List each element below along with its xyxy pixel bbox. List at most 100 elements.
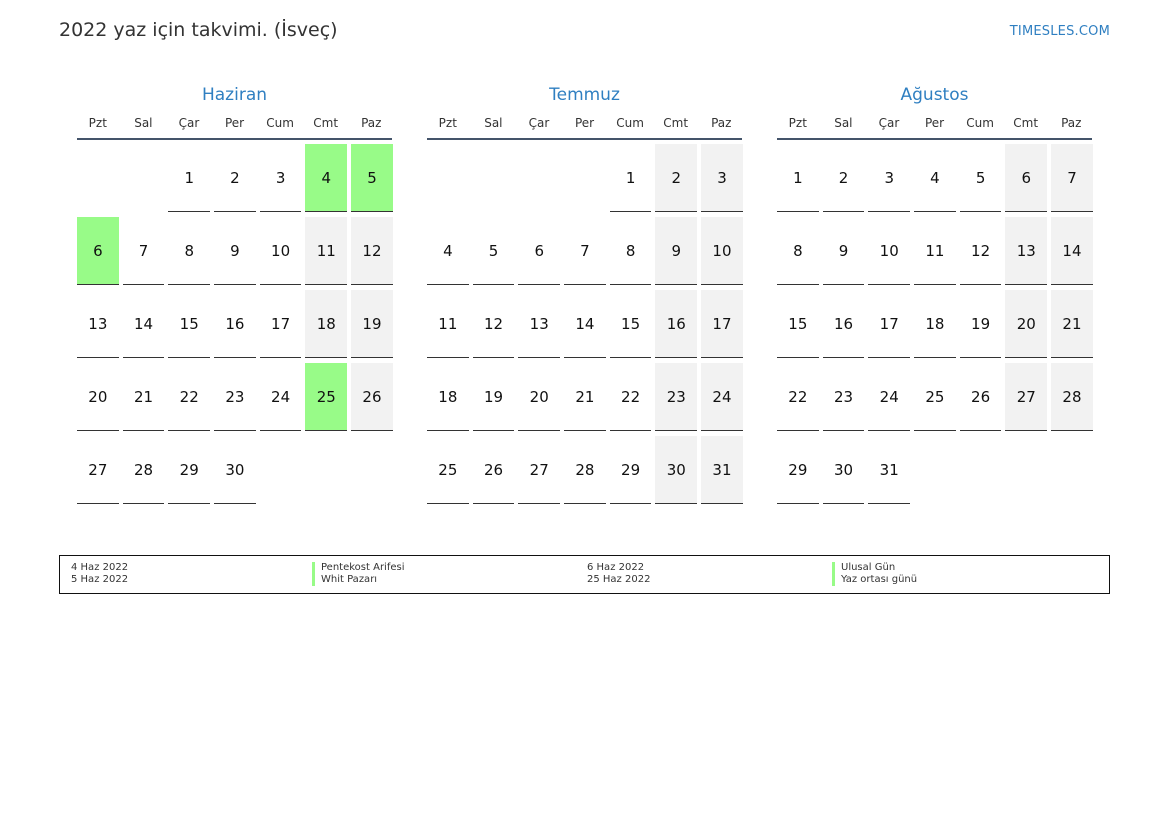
day-cell: 22	[168, 363, 211, 431]
day-cell: 7	[1051, 144, 1093, 212]
weekday-label: Çar	[878, 116, 900, 130]
day-cell: 16	[822, 290, 865, 358]
day-cell: 30	[214, 436, 256, 504]
month-title: Ağustos	[900, 85, 969, 105]
empty-cell	[518, 144, 560, 212]
weekday-label: Sal	[834, 116, 853, 130]
day-cell: 29	[777, 436, 819, 504]
day-cell: 1	[609, 144, 652, 212]
weekday-label: Paz	[1061, 116, 1082, 130]
holiday-day-cell: 5	[351, 144, 393, 212]
month-title: Haziran	[201, 85, 268, 105]
day-cell: 4	[427, 217, 469, 285]
day-cell: 18	[305, 290, 348, 358]
day-cell: 31	[868, 436, 911, 504]
day-cell: 17	[868, 290, 911, 358]
weekday-label: Per	[574, 116, 595, 130]
day-cell: 5	[472, 217, 515, 285]
legend-date: 4 Haz 2022	[71, 562, 129, 573]
day-cell: 28	[564, 436, 606, 504]
day-grid: 1 2 3 4 5 6 7 8 9 10 11 12 13 14 15 16 17 18 19 20 21 22 23 24 2…	[427, 144, 743, 504]
day-cell: 3	[259, 144, 302, 212]
weekday-label: Cum	[966, 116, 994, 130]
holiday-day-cell: 4	[305, 144, 348, 212]
day-cell: 6	[1005, 144, 1048, 212]
day-cell: 7	[564, 217, 606, 285]
day-cell: 21	[122, 363, 165, 431]
weekday-label: Cmt	[1013, 116, 1039, 130]
day-cell: 27	[518, 436, 561, 504]
day-cell: 8	[609, 217, 652, 285]
weekday-label: Cmt	[663, 116, 689, 130]
day-cell: 20	[77, 363, 119, 431]
day-cell: 11	[914, 217, 956, 285]
day-cell: 9	[655, 217, 698, 285]
day-cell: 10	[701, 217, 743, 285]
day-cell: 26	[472, 436, 515, 504]
weekday-label: Sal	[484, 116, 503, 130]
day-cell: 22	[777, 363, 819, 431]
day-cell: 29	[168, 436, 211, 504]
day-grid: 1 2 3 4 5 6 7 8 9 10 11 12 13 14 15 16 17 18 19 20 21 22 23 24 2…	[77, 144, 393, 504]
day-cell: 25	[427, 436, 469, 504]
weekday-label: Cmt	[313, 116, 339, 130]
day-cell: 26	[959, 363, 1002, 431]
day-cell: 18	[914, 290, 956, 358]
day-cell: 15	[777, 290, 819, 358]
legend-holiday-name: Whit Pazarı	[312, 574, 405, 586]
day-cell: 30	[655, 436, 698, 504]
weekday-header: Pzt Sal Çar Per Cum Cmt Paz	[427, 116, 742, 140]
day-cell: 30	[822, 436, 865, 504]
weekday-label: Paz	[711, 116, 732, 130]
legend-date: 5 Haz 2022	[71, 574, 129, 585]
month-july: Temmuz Pzt Sal Çar Per Cum Cmt Paz 1 2 3 4 5 6 7 8 9 10…	[427, 83, 743, 504]
weekday-label: Cum	[266, 116, 294, 130]
day-cell: 23	[655, 363, 698, 431]
weekday-header: Pzt Sal Çar Per Cum Cmt Paz	[77, 116, 392, 140]
weekday-label: Paz	[361, 116, 382, 130]
empty-cell	[564, 144, 606, 212]
empty-cell	[123, 144, 165, 212]
weekday-label: Çar	[178, 116, 200, 130]
day-cell: 20	[518, 363, 561, 431]
legend-date: 6 Haz 2022	[587, 562, 645, 573]
day-cell: 21	[564, 363, 606, 431]
day-cell: 6	[518, 217, 561, 285]
day-cell: 14	[122, 290, 165, 358]
day-cell: 19	[351, 290, 393, 358]
day-cell: 14	[564, 290, 606, 358]
day-grid: 1 2 3 4 5 6 7 8 9 10 11 12 13 14 15 16 17 18 19 20 21 22 23 24 2…	[777, 144, 1093, 504]
day-cell: 15	[168, 290, 211, 358]
day-cell: 14	[1051, 217, 1093, 285]
site-link[interactable]: TIMESLES.COM	[1009, 24, 1110, 39]
weekday-label: Per	[224, 116, 245, 130]
day-cell: 26	[351, 363, 393, 431]
day-cell: 31	[701, 436, 743, 504]
day-cell: 23	[822, 363, 865, 431]
day-cell: 28	[122, 436, 165, 504]
weekday-label: Per	[924, 116, 945, 130]
day-cell: 25	[914, 363, 956, 431]
day-cell: 12	[351, 217, 393, 285]
day-cell: 24	[701, 363, 743, 431]
day-cell: 13	[1005, 217, 1048, 285]
legend-names-right: Ulusal Gün Yaz ortası günü	[832, 562, 917, 586]
day-cell: 11	[305, 217, 348, 285]
weekday-label: Sal	[134, 116, 153, 130]
weekday-label: Pzt	[788, 116, 807, 130]
holiday-day-cell: 6	[77, 217, 119, 285]
weekday-label: Cum	[616, 116, 644, 130]
day-cell: 8	[168, 217, 211, 285]
day-cell: 15	[609, 290, 652, 358]
day-cell: 1	[777, 144, 819, 212]
day-cell: 13	[77, 290, 119, 358]
empty-cell	[473, 144, 515, 212]
day-cell: 24	[868, 363, 911, 431]
day-cell: 12	[472, 290, 515, 358]
day-cell: 24	[259, 363, 302, 431]
day-cell: 12	[959, 217, 1002, 285]
day-cell: 5	[959, 144, 1002, 212]
day-cell: 18	[427, 363, 469, 431]
